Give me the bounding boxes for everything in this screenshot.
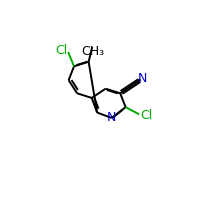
Text: N: N [107,111,116,124]
Text: Cl: Cl [55,44,68,57]
Text: N: N [138,72,147,85]
Text: Cl: Cl [141,109,153,122]
Text: CH₃: CH₃ [81,45,104,58]
